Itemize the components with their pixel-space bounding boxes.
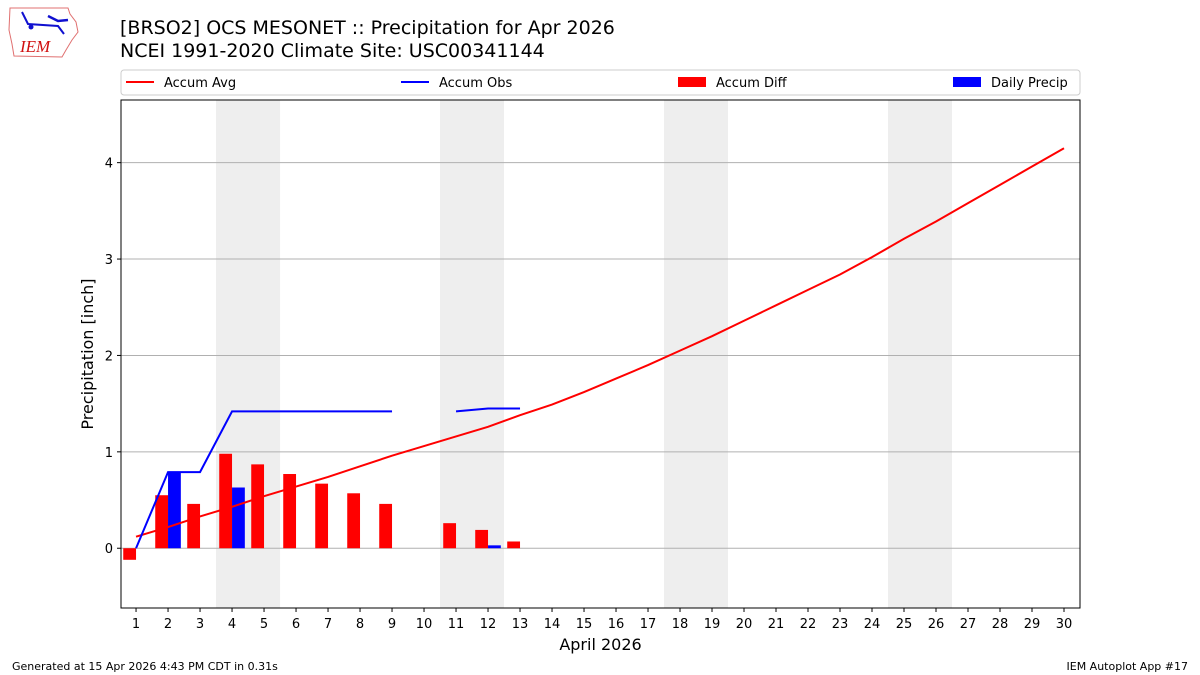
x-tick-label: 11 [448, 617, 465, 632]
x-tick-label: 21 [768, 617, 785, 632]
x-tick-label: 25 [896, 617, 913, 632]
diff-bar [123, 548, 137, 560]
x-tick-label: 6 [292, 617, 300, 632]
x-tick-label: 7 [324, 617, 332, 632]
chart-title: [BRSO2] OCS MESONET :: Precipitation for… [120, 17, 615, 39]
x-tick-label: 3 [196, 617, 204, 632]
x-tick-label: 15 [576, 617, 593, 632]
x-tick-label: 9 [388, 617, 396, 632]
x-tick-label: 4 [228, 617, 236, 632]
x-tick-label: 1 [132, 617, 140, 632]
svg-text:IEM: IEM [19, 37, 51, 56]
accum-avg-line [135, 147, 1065, 538]
x-tick-label: 22 [800, 617, 817, 632]
plot-frame [120, 99, 1081, 609]
legend-swatch-bar [953, 77, 981, 87]
generated-footer: Generated at 15 Apr 2026 4:43 PM CDT in … [12, 660, 278, 673]
diff-bar [379, 503, 393, 549]
x-tick-label: 5 [260, 617, 268, 632]
x-tick-label: 18 [672, 617, 689, 632]
x-tick-label: 24 [864, 617, 881, 632]
chart-subtitle: NCEI 1991-2020 Climate Site: USC00341144 [120, 40, 545, 62]
daily-precip-bar [168, 472, 181, 549]
y-tick-label: 0 [105, 542, 113, 557]
diff-bar [507, 541, 521, 549]
x-tick-label: 20 [736, 617, 753, 632]
diff-bar [347, 493, 361, 549]
y-tick-label: 3 [105, 253, 113, 268]
app-footer: IEM Autoplot App #17 [1066, 660, 1189, 673]
daily-precip-bar [232, 487, 245, 549]
diff-bar [187, 503, 201, 549]
iem-logo: IEM [8, 7, 79, 58]
daily-precip-bar [488, 545, 501, 549]
legend-label: Accum Diff [716, 76, 788, 91]
legend-label: Accum Obs [439, 76, 512, 91]
accum-obs-line [455, 407, 521, 413]
x-axis-label: April 2026 [559, 635, 641, 654]
accum-obs-line [135, 410, 393, 549]
diff-bar [443, 523, 457, 549]
diff-bar [283, 474, 297, 549]
x-tick-label: 8 [356, 617, 364, 632]
diff-bar [219, 453, 233, 549]
x-tick-label: 28 [992, 617, 1009, 632]
x-tick-label: 17 [640, 617, 657, 632]
x-tick-label: 26 [928, 617, 945, 632]
diff-bar [315, 483, 329, 549]
x-tick-label: 10 [416, 617, 433, 632]
legend-swatch-bar [678, 77, 706, 87]
x-tick-label: 16 [608, 617, 625, 632]
x-tick-label: 14 [544, 617, 561, 632]
x-tick-label: 13 [512, 617, 529, 632]
x-tick-label: 19 [704, 617, 721, 632]
x-tick-label: 23 [832, 617, 849, 632]
weekend-shade [888, 100, 953, 608]
legend-label: Daily Precip [991, 76, 1068, 91]
y-axis-label: Precipitation [inch] [78, 278, 97, 429]
legend [120, 69, 1081, 96]
x-tick-label: 12 [480, 617, 497, 632]
y-tick-label: 4 [105, 157, 113, 172]
diff-bar [155, 495, 169, 549]
x-tick-label: 27 [960, 617, 977, 632]
diff-bar [251, 464, 265, 549]
diff-bar [475, 529, 489, 549]
y-tick-label: 1 [105, 446, 113, 461]
y-tick-label: 2 [105, 349, 113, 364]
x-tick-label: 30 [1056, 617, 1073, 632]
legend-label: Accum Avg [164, 76, 236, 91]
x-tick-label: 29 [1024, 617, 1041, 632]
x-tick-label: 2 [164, 617, 172, 632]
